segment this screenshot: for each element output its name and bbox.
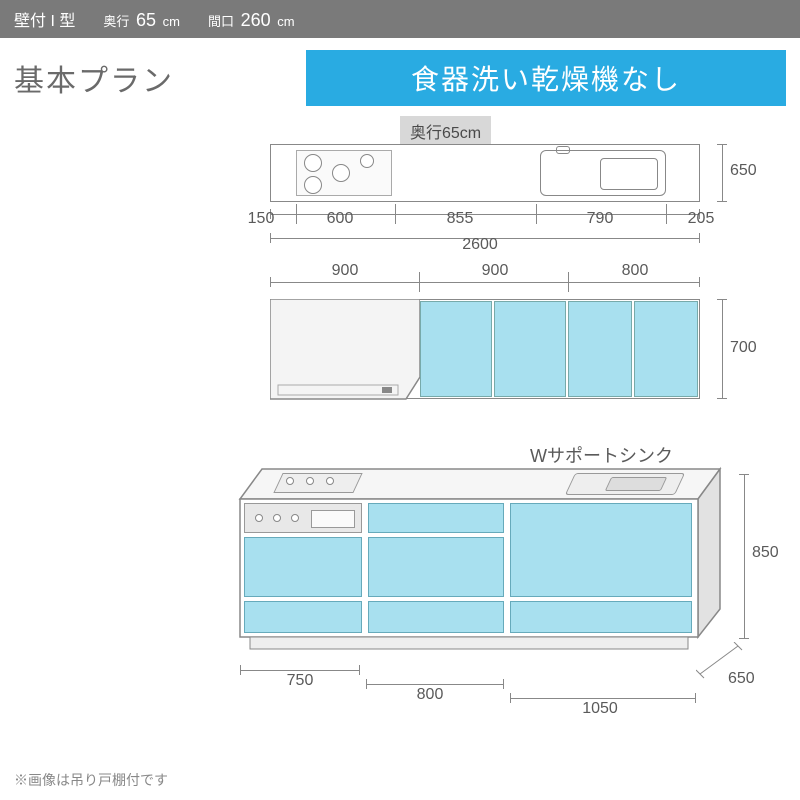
burner-icon (306, 477, 314, 485)
base-cabinet (230, 469, 730, 669)
dim-205: 205 (676, 210, 726, 228)
dim-1050: 1050 (565, 700, 635, 718)
cabinet-door (494, 301, 566, 397)
dim-790: 790 (565, 210, 635, 228)
drawer-panel (510, 601, 692, 633)
dim-750: 750 (270, 672, 330, 690)
cabinet-door (568, 301, 632, 397)
feature-badge: 食器洗い乾燥機なし (306, 50, 786, 106)
dim-line (270, 282, 700, 283)
depth-tag: 奥行65cm (400, 116, 491, 146)
depth-spec: 奥行 65 cm (103, 10, 180, 31)
burner-icon (286, 477, 294, 485)
dim-650-base: 650 (728, 670, 755, 688)
dim-850: 850 (752, 544, 779, 562)
dim-line (744, 474, 745, 639)
drawer-panel (368, 601, 504, 633)
spec-header: 壁付 I 型 奥行 65 cm 間口 260 cm (0, 0, 800, 38)
sink-basin-3d (605, 477, 668, 491)
title-row: 基本プラン 食器洗い乾燥機なし (0, 38, 800, 114)
dim-line (722, 144, 723, 202)
cabinet-door (634, 301, 698, 397)
diagram-canvas: 奥行65cm 650 150 600 855 790 205 2600 900 … (0, 114, 800, 794)
dim-line (366, 684, 504, 685)
stove-front (244, 503, 362, 533)
dim-line (240, 670, 360, 671)
range-hood-icon (270, 299, 420, 417)
sink-label: Wサポートシンク (530, 442, 673, 468)
plan-title: 基本プラン (14, 56, 174, 100)
dim-2600: 2600 (440, 236, 520, 254)
dim-line (722, 299, 723, 399)
burner-icon (304, 176, 322, 194)
dim-800: 800 (400, 686, 460, 704)
type-label: 壁付 I 型 (14, 7, 75, 31)
drawer-panel (368, 537, 504, 597)
burner-icon (304, 154, 322, 172)
burner-icon (360, 154, 374, 168)
burner-icon (332, 164, 350, 182)
sink-basin (600, 158, 658, 190)
drawer-panel (368, 503, 504, 533)
dim-150: 150 (236, 210, 286, 228)
drawer-panel (244, 537, 362, 597)
dim-line (510, 698, 696, 699)
footnote: ※画像は吊り戸棚付です (14, 770, 168, 790)
dim-depth-650: 650 (730, 162, 757, 180)
burner-icon (326, 477, 334, 485)
dim-900: 900 (460, 262, 530, 280)
drawer-panel (244, 601, 362, 633)
width-spec: 間口 260 cm (208, 10, 295, 31)
drawer-panel (510, 503, 692, 597)
dim-800: 800 (600, 262, 670, 280)
faucet-icon (556, 146, 570, 154)
dim-900: 900 (310, 262, 380, 280)
dim-600: 600 (310, 210, 370, 228)
dim-855: 855 (420, 210, 500, 228)
dim-700: 700 (730, 339, 757, 357)
cabinet-door (420, 301, 492, 397)
